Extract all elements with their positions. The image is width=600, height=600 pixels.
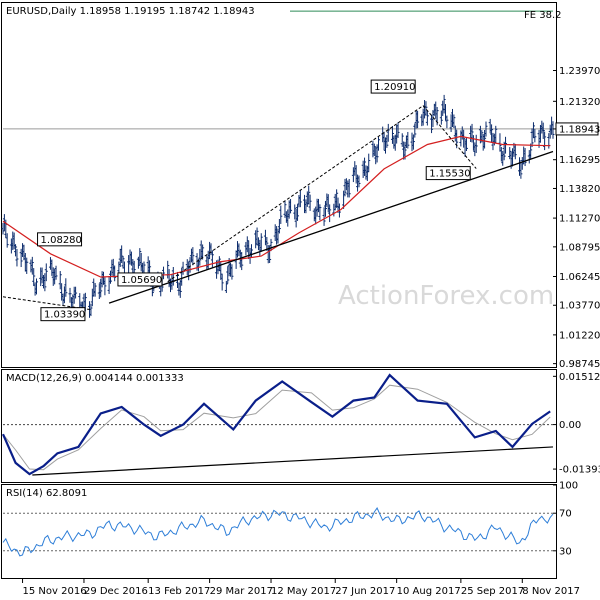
macd-layer: [1, 373, 554, 476]
macd-line: [1, 373, 551, 476]
price-y-tick-label: 1.16295: [559, 155, 600, 166]
rsi-y-tick-label: 30: [559, 546, 572, 557]
price-y-tick-label: 1.23970: [559, 66, 600, 77]
price-trendline: [422, 105, 477, 169]
rsi-y-tick-label: 100: [559, 481, 578, 492]
x-tick-label: 8 Nov 2017: [522, 586, 580, 597]
annotation-label: 1.03390: [44, 310, 85, 321]
header-high: 1.19195: [124, 6, 165, 17]
price-panel-frame: [1, 2, 557, 368]
rsi-title: RSI(14) 62.8091: [6, 488, 87, 499]
x-tick-label: 29 Dec 2016: [84, 586, 148, 597]
macd-title: MACD(12,26,9) 0.004144 0.001333: [6, 373, 184, 384]
macd-y-tick-label: -0.013938: [559, 465, 600, 476]
fe-label: FE 38.2: [524, 10, 562, 21]
price-layer: 1.08280 1.03390 1.05690 1.20910 1.15530: [1, 10, 555, 322]
price-y-tick-label: 1.08795: [559, 242, 600, 253]
x-tick-label: 27 Jun 2017: [335, 586, 395, 597]
macd-y-tick-label: 0.01512: [559, 372, 600, 383]
macd-trendline: [32, 446, 554, 476]
watermark: ActionForex.com: [338, 281, 554, 311]
header-low: 1.18742: [169, 6, 210, 17]
price-title: EURUSD,Daily 1.18958 1.19195 1.18742 1.1…: [6, 6, 255, 17]
annotation-box: [117, 272, 163, 287]
rsi-y-tick-label: 70: [559, 509, 572, 520]
price-y-tick-label: 1.18943: [559, 124, 600, 135]
macd-panel-frame: [1, 369, 557, 483]
annotation-box: [37, 232, 83, 247]
annotation-label: 1.20910: [374, 82, 415, 93]
header-open: 1.18958: [80, 6, 121, 17]
rsi-panel-frame: [1, 484, 557, 579]
annotation-label: 1.15530: [429, 169, 470, 180]
axis-layer: 1.23970 1.21320 1.18943 1.16295 1.13820 1.112…: [22, 66, 600, 597]
price-y-tick-label: 1.11270: [559, 214, 600, 225]
x-tick-label: 12 May 2017: [271, 586, 336, 597]
price-y-tick-label: 1.06245: [559, 272, 600, 283]
x-tick-label: 25 Sep 2017: [461, 586, 524, 597]
rsi-layer: [2, 506, 554, 557]
annotation-box: [370, 79, 416, 94]
price-y-tick-label: 1.13820: [559, 184, 600, 195]
macd-y-tick-label: 0.00: [559, 420, 581, 431]
x-tick-label: 13 Feb 2017: [148, 586, 210, 597]
price-y-tick-label: 1.01220: [559, 330, 600, 341]
macd-signal-line: [2, 384, 551, 471]
header-close: 1.18943: [213, 6, 254, 17]
price-trendline: [108, 150, 554, 304]
annotation-label: 1.08280: [41, 235, 82, 246]
price-y-tick-label: 1.03770: [559, 301, 600, 312]
annotation-box: [425, 166, 471, 181]
rsi-line: [2, 506, 554, 557]
annotation-label: 1.05690: [121, 275, 162, 286]
annotation-box: [40, 307, 86, 322]
price-trendline: [167, 105, 424, 283]
x-tick-label: 10 Aug 2017: [397, 586, 461, 597]
x-tick-label: 15 Nov 2016: [23, 586, 87, 597]
x-tick-label: 29 Mar 2017: [210, 586, 273, 597]
price-y-tick-label: 0.98745: [559, 359, 600, 370]
price-y-tick-label: 1.21320: [559, 97, 600, 108]
